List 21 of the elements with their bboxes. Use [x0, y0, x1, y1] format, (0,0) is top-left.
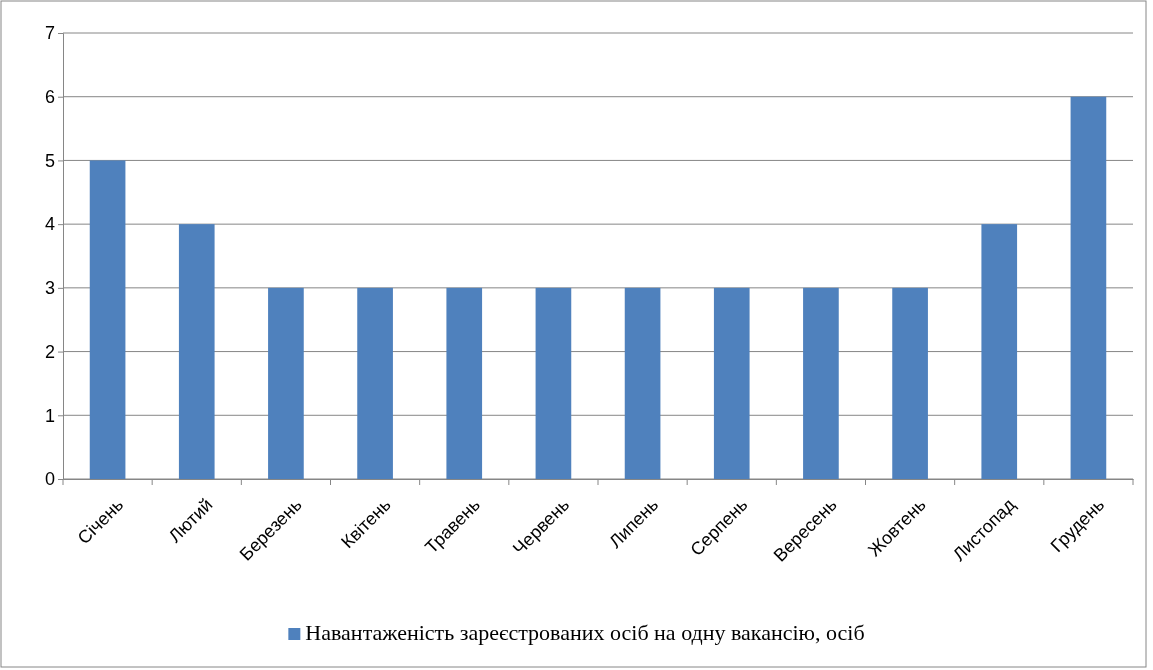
bar: [446, 287, 483, 479]
y-tick-label: 5: [44, 150, 55, 171]
y-tick-label: 2: [44, 341, 55, 362]
bar: [89, 160, 126, 479]
y-tick-label: 4: [44, 214, 55, 235]
bar: [892, 287, 928, 479]
y-tick-label: 3: [44, 278, 55, 299]
y-tick-label: 7: [44, 23, 55, 44]
legend-label: Навантаженість зареєстрованих осіб на одну вакансію, осіб: [305, 620, 865, 645]
bar: [357, 287, 393, 479]
bar: [803, 287, 839, 479]
y-tick-label: 1: [44, 405, 55, 426]
bar: [713, 287, 750, 479]
y-tick-label: 6: [44, 86, 55, 107]
bar: [178, 224, 215, 479]
bar: [1070, 96, 1107, 479]
bar: [268, 287, 304, 479]
y-tick-label: 0: [44, 469, 55, 490]
bar: [535, 287, 572, 479]
bar: [624, 287, 661, 479]
bar: [981, 224, 1018, 479]
